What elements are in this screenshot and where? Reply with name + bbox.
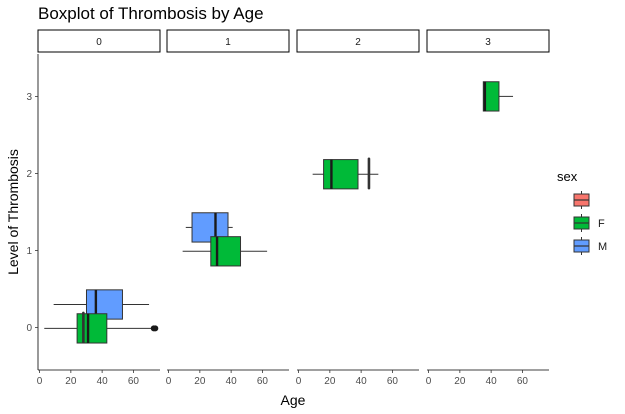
- x-tick-label: 40: [356, 376, 368, 387]
- facet-strip: [426, 29, 550, 53]
- x-tick-label: 0: [426, 376, 432, 387]
- x-tick-label: 20: [454, 376, 466, 387]
- x-tick-label: 20: [324, 376, 336, 387]
- box-3-F: [482, 81, 514, 112]
- facet-strip: [166, 29, 290, 53]
- legend-entry-na: [573, 191, 590, 209]
- facet-panel-0: 0 0 20 40 60: [37, 29, 161, 387]
- facet-panel-3: 3 0 20 40 60: [426, 29, 550, 387]
- x-tick-label: 40: [226, 376, 238, 387]
- facet-strip: [296, 29, 420, 53]
- x-tick-label: 60: [387, 376, 399, 387]
- x-tick-label: 20: [194, 376, 206, 387]
- legend-label: F: [598, 218, 605, 230]
- y-axis: 0 1 2 3: [26, 54, 39, 370]
- x-tick-label: 20: [65, 376, 77, 387]
- box-body: [482, 81, 500, 112]
- box-2-F: [312, 159, 379, 190]
- facet-strip-label: 2: [355, 37, 361, 48]
- y-tick-label: 2: [26, 169, 32, 180]
- y-axis-title: Level of Thrombosis: [5, 149, 21, 275]
- x-tick-label: 60: [257, 376, 269, 387]
- box-body: [323, 159, 359, 190]
- facet-strip: [37, 29, 161, 53]
- chart-title: Boxplot of Thrombosis by Age: [38, 4, 264, 23]
- x-tick-label: 40: [97, 376, 109, 387]
- facet-strip-label: 1: [225, 37, 231, 48]
- x-tick-label: 0: [296, 376, 302, 387]
- facet-panel-2: 20 20 40 60: [296, 29, 420, 387]
- y-tick-label: 1: [26, 246, 32, 257]
- x-tick-label: 0: [37, 376, 43, 387]
- x-tick-label: 60: [517, 376, 529, 387]
- box-0-F: [44, 313, 159, 344]
- y-tick-label: 0: [26, 323, 32, 334]
- facet-panel-1: 1 0 20 40 60: [166, 29, 290, 387]
- box-1-F: [182, 236, 268, 267]
- x-tick-label: 0: [166, 376, 172, 387]
- box-body: [210, 236, 242, 267]
- x-axis-title: Age: [281, 392, 306, 408]
- y-tick-label: 3: [26, 92, 32, 103]
- facet-strip-label: 3: [485, 37, 491, 48]
- legend: sex FM: [557, 169, 607, 255]
- outlier-point: [152, 325, 159, 332]
- legend-label: M: [598, 241, 607, 253]
- box-body: [76, 313, 108, 344]
- x-tick-label: 40: [486, 376, 498, 387]
- legend-entry-M: M: [573, 237, 607, 255]
- facet-strip-label: 0: [96, 37, 102, 48]
- legend-title: sex: [557, 169, 578, 184]
- x-tick-label: 60: [128, 376, 140, 387]
- legend-entry-F: F: [573, 214, 605, 232]
